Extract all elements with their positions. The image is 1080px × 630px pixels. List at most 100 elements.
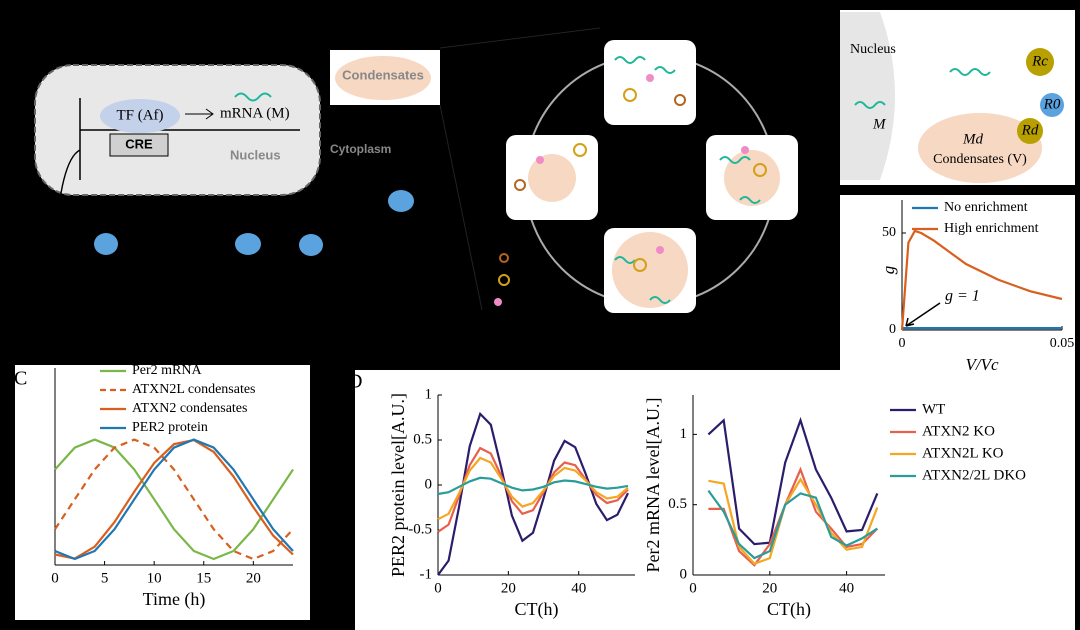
x-axis-label: Time (h) (143, 589, 206, 610)
y-axis-label: PER2 protein level[A.U.] (388, 393, 408, 577)
x-tick-label: 5 (101, 570, 109, 586)
x-axis-label: V/Vc (965, 355, 998, 374)
legend-label: ATXN2 condensates (132, 401, 247, 416)
y-tick-label: 0 (680, 566, 688, 582)
y-tick-label: 1 (680, 426, 688, 442)
r0-icon (1040, 93, 1064, 117)
ribosome (514, 179, 526, 191)
y-tick-label: 0 (425, 476, 433, 492)
x-tick-label: 0.05 (1050, 336, 1075, 351)
protein-dot (536, 156, 544, 164)
inset-box (840, 195, 1075, 395)
x-tick-label: 15 (196, 570, 211, 586)
promoter-line (54, 98, 81, 251)
condensate-shape (918, 113, 1042, 183)
legend-icon (498, 274, 510, 286)
x-tick-label: 20 (246, 570, 261, 586)
mrna-icons (614, 56, 761, 304)
y-tick-label: -1 (420, 566, 433, 582)
series-line (708, 466, 879, 567)
mrna-label: mRNA (M) (220, 105, 290, 121)
protein-dot (741, 146, 749, 154)
series-line (54, 438, 294, 561)
legend-icon (499, 253, 509, 263)
y-tick-label: -0.5 (408, 521, 432, 537)
legend-label: High enrichment (944, 221, 1039, 236)
legend-label: ATXN2L KO (922, 445, 1004, 461)
x-tick-label: 40 (571, 580, 586, 596)
ribosome (633, 258, 647, 272)
legend-label: PER2 protein (132, 420, 208, 435)
cytoplasm-label: Cytoplasm (330, 142, 391, 156)
x-tick-label: 0 (689, 580, 697, 596)
ribosome (573, 143, 587, 157)
legend-icon (494, 298, 502, 306)
x-tick-label: 10 (147, 570, 162, 586)
protein-icon (299, 234, 323, 256)
r0-label: R0 (1043, 96, 1061, 112)
series-line (54, 438, 294, 561)
legend-label: ATXN2L condensates (132, 382, 256, 397)
series-line (54, 438, 294, 560)
y-axis-label: Per2 mRNA level[A.U.] (643, 398, 663, 573)
y-tick-label: 0 (889, 322, 896, 337)
rc-icon (1026, 48, 1054, 76)
zoom-line (439, 104, 483, 311)
series-line (54, 438, 294, 561)
x-tick-label: 0 (899, 336, 906, 351)
condensates-label: Condensates (342, 67, 424, 82)
rd-label: Rd (1021, 122, 1039, 138)
legend-label: WT (922, 401, 945, 417)
state-boxes (494, 40, 798, 313)
m-label: M (872, 116, 887, 132)
y-tick-label: 50 (882, 225, 896, 240)
legend-label: ATXN2/2L DKO (922, 467, 1026, 483)
y-tick-label: 0.5 (668, 496, 687, 512)
arrow (185, 108, 214, 120)
x-axis-label: CT(h) (767, 599, 811, 620)
ribosome (674, 94, 686, 106)
x-tick-label: 20 (501, 580, 516, 596)
protein-icon (388, 190, 414, 212)
y-axis-label: g (879, 266, 898, 275)
panel-label: C (14, 368, 27, 390)
condensate (724, 150, 780, 206)
zoom-line (439, 27, 601, 49)
protein-icon (94, 233, 118, 255)
x-tick-label: 20 (762, 580, 777, 596)
series-line (900, 229, 1063, 331)
series-line (707, 489, 878, 560)
tf-shape (100, 99, 180, 133)
ribosome (623, 88, 637, 102)
condensate (612, 232, 688, 308)
md-label: Md (962, 131, 983, 147)
annotation: g = 1 (945, 288, 980, 305)
rd-icon (1017, 118, 1043, 144)
cre-label: CRE (125, 136, 153, 151)
protein-icon (235, 233, 261, 255)
series-line (437, 476, 629, 496)
x-tick-label: 0 (434, 580, 442, 596)
panel-c-box (15, 365, 310, 620)
legend-label: Per2 mRNA (132, 363, 203, 378)
legend-label: No enrichment (944, 200, 1028, 215)
condensate (528, 154, 576, 202)
mrna-icons (854, 68, 991, 109)
condensates-label: Condensates (V) (933, 152, 1027, 167)
x-tick-label: 40 (839, 580, 854, 596)
y-tick-label: 1 (425, 386, 433, 402)
x-tick-label: 0 (51, 570, 59, 586)
protein-dot (646, 74, 654, 82)
legend-label: ATXN2 KO (922, 423, 995, 439)
panel-label: D (348, 371, 362, 393)
series-line (437, 411, 629, 576)
condensate-shape (335, 56, 431, 100)
tf-label: TF (Af) (116, 107, 163, 123)
cre-box (109, 133, 169, 157)
nucleus-label: Nucleus (230, 147, 281, 162)
ribosome (753, 163, 767, 177)
mrna-icon (234, 92, 272, 102)
protein-dot (656, 246, 664, 254)
nucleus-label: Nucleus (850, 42, 896, 57)
